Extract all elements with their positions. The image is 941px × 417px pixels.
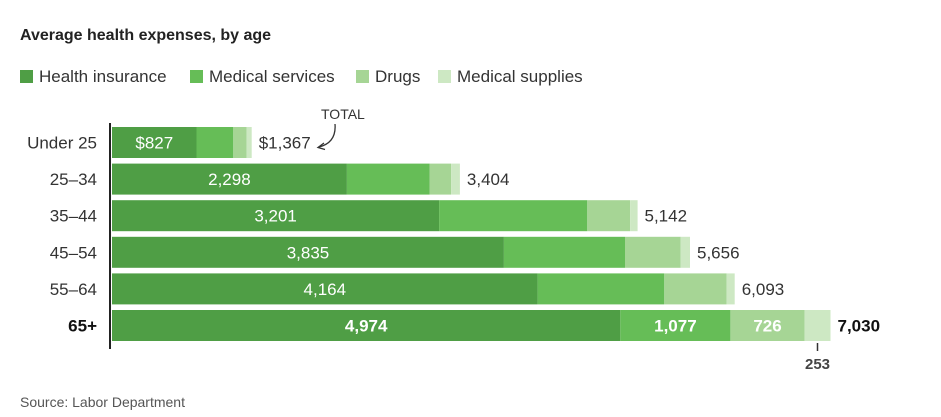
total-annotation-arrowhead — [316, 142, 326, 151]
category-label: 25–34 — [50, 170, 97, 189]
bar-segment-medical-services — [537, 273, 665, 305]
bars: $827 $1,367 2,298 3,404 3,201 5,142 3,835 5,656… — [112, 127, 880, 341]
category-label: 65+ — [68, 317, 97, 336]
category-labels: Under 25 25–34 35–44 45–54 55–64 65+ — [27, 134, 97, 336]
legend: Health insurance Medical services Drugs Med… — [20, 67, 583, 86]
legend-swatch-medical-services — [190, 70, 203, 83]
bar-segment-health-insurance — [112, 273, 538, 305]
category-label: 35–44 — [50, 207, 97, 226]
legend-swatch-medical-supplies — [438, 70, 451, 83]
bar-segment-medical-supplies — [726, 273, 735, 305]
bar-segment-drugs — [625, 236, 681, 268]
bar-value-label: 4,164 — [304, 280, 347, 299]
bar-segment-health-insurance — [112, 163, 347, 195]
bar-segment-medical-supplies — [246, 127, 252, 158]
total-value-label: 5,142 — [645, 207, 688, 226]
total-annotation-arrow — [318, 123, 336, 148]
bar-segment-medical-services — [503, 236, 625, 268]
bar-segment-health-insurance — [112, 310, 621, 341]
bar-segment-drugs — [664, 273, 727, 305]
legend-label-drugs: Drugs — [375, 67, 420, 86]
supplies-value-label: 253 — [805, 356, 830, 373]
bar-value-label: 4,974 — [345, 317, 388, 336]
bar-value-label: 2,298 — [208, 170, 251, 189]
bar-segment-health-insurance — [112, 127, 197, 158]
source-note: Source: Labor Department — [20, 394, 185, 410]
total-value-label: 3,404 — [467, 170, 510, 189]
legend-swatch-drugs — [356, 70, 369, 83]
bar-segment-drugs — [730, 310, 805, 341]
bar-segment-medical-supplies — [630, 200, 638, 232]
legend-label-medical-services: Medical services — [209, 67, 335, 86]
legend-label-health-insurance: Health insurance — [39, 67, 167, 86]
total-annotation: TOTAL — [316, 106, 365, 151]
chart-title: Average health expenses, by age — [20, 27, 271, 44]
category-label: 55–64 — [50, 280, 97, 299]
legend-swatch-health-insurance — [20, 70, 33, 83]
category-label: 45–54 — [50, 243, 97, 262]
bar-segment-medical-supplies — [680, 236, 690, 268]
bar-value-label: 3,835 — [287, 243, 330, 262]
total-annotation-label: TOTAL — [321, 106, 365, 122]
bar-segment-medical-supplies — [804, 310, 831, 341]
bar-value-label: 726 — [753, 317, 781, 336]
total-value-label: 6,093 — [742, 280, 785, 299]
bar-value-label: $827 — [135, 134, 173, 153]
bar-segment-health-insurance — [112, 200, 440, 232]
category-label: Under 25 — [27, 134, 97, 153]
bar-segment-medical-services — [620, 310, 731, 341]
total-value-label: 7,030 — [838, 317, 881, 336]
total-value-label: $1,367 — [259, 134, 311, 153]
total-value-label: 5,656 — [697, 243, 740, 262]
bar-segment-health-insurance — [112, 236, 504, 268]
bar-segment-medical-services — [346, 163, 430, 195]
legend-label-medical-supplies: Medical supplies — [457, 67, 583, 86]
bar-segment-medical-services — [196, 127, 234, 158]
bar-segment-drugs — [429, 163, 452, 195]
bar-value-label: 1,077 — [654, 317, 697, 336]
bar-segment-drugs — [587, 200, 631, 232]
bar-segment-drugs — [233, 127, 247, 158]
bar-segment-medical-services — [439, 200, 588, 232]
bar-value-label: 3,201 — [254, 207, 297, 226]
bar-segment-medical-supplies — [451, 163, 460, 195]
